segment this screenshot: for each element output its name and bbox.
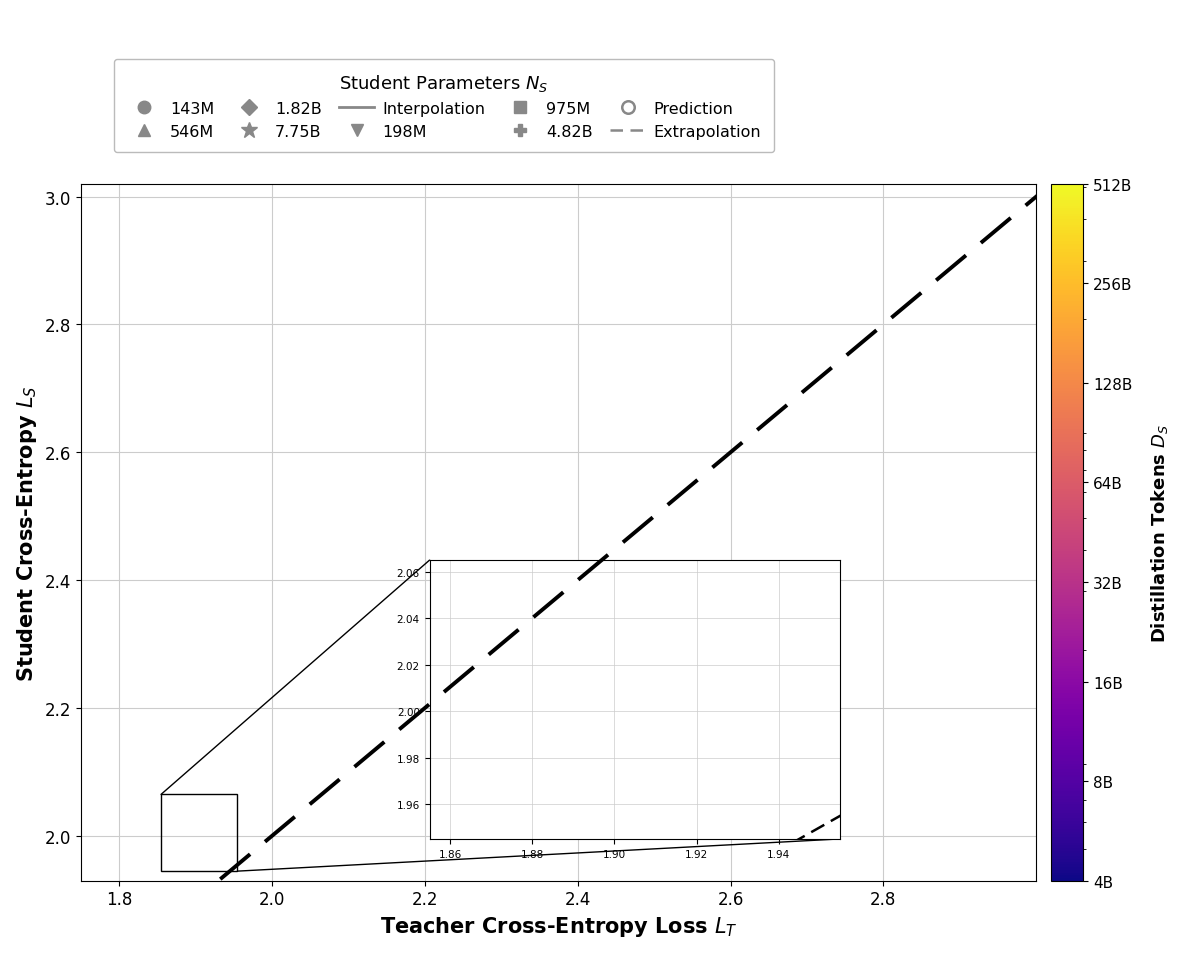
Bar	[161, 795, 238, 871]
Y-axis label: Distillation Tokens $D_S$: Distillation Tokens $D_S$	[1150, 423, 1170, 642]
Legend: 143M, 546M, 1.82B, 7.75B, Interpolation, 198M, 975M, 4.82B, Prediction, Extrapol: 143M, 546M, 1.82B, 7.75B, Interpolation,…	[114, 60, 774, 152]
Y-axis label: Student Cross-Entropy $L_S$: Student Cross-Entropy $L_S$	[15, 385, 39, 680]
X-axis label: Teacher Cross-Entropy Loss $L_T$: Teacher Cross-Entropy Loss $L_T$	[380, 914, 738, 938]
